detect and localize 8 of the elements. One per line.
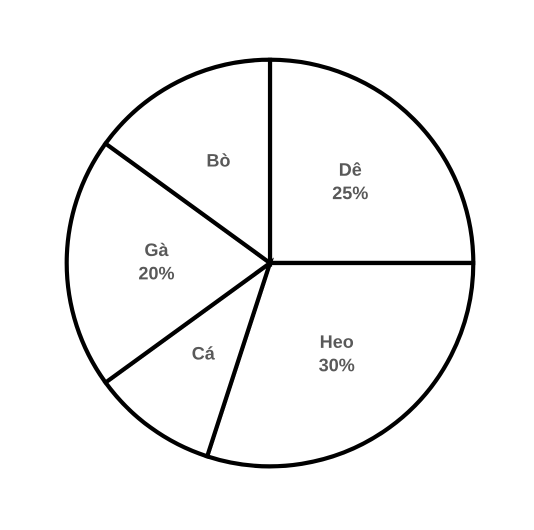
slice-label: Bò	[208, 153, 230, 167]
slice-label: Cá	[192, 346, 215, 360]
slice-label: Dê	[340, 162, 362, 176]
slice-label: Heo	[320, 335, 354, 348]
data-label: 20%	[139, 266, 174, 280]
data-label: 30%	[319, 358, 354, 372]
data-label: 25%	[332, 186, 368, 200]
slice-label: Gà	[145, 242, 169, 256]
